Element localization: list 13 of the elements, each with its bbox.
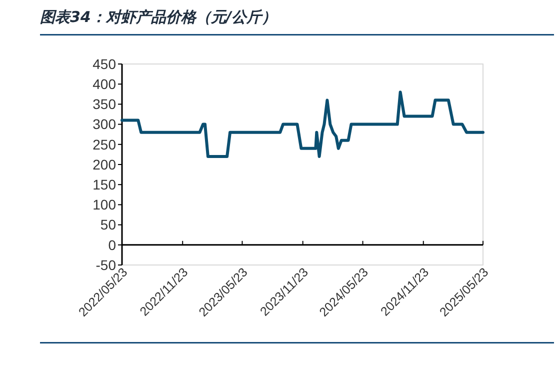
- y-tick-label: 450: [92, 56, 116, 72]
- y-tick-label: 100: [92, 196, 116, 213]
- y-tick-label: 150: [92, 176, 116, 192]
- y-tick-label: 350: [92, 96, 116, 112]
- line-series: [120, 90, 484, 158]
- y-tick-label: 250: [92, 136, 116, 152]
- y-tick-label: 50: [100, 216, 116, 233]
- y-tick-label: 300: [92, 116, 116, 132]
- chart-title: 图表34：对虾产品价格（元/公斤）: [40, 8, 276, 26]
- y-tick-label: 0: [108, 236, 116, 253]
- y-tick-label: 200: [92, 156, 116, 172]
- y-tick-label: 400: [92, 76, 116, 92]
- y-tick-label: -50: [96, 256, 116, 273]
